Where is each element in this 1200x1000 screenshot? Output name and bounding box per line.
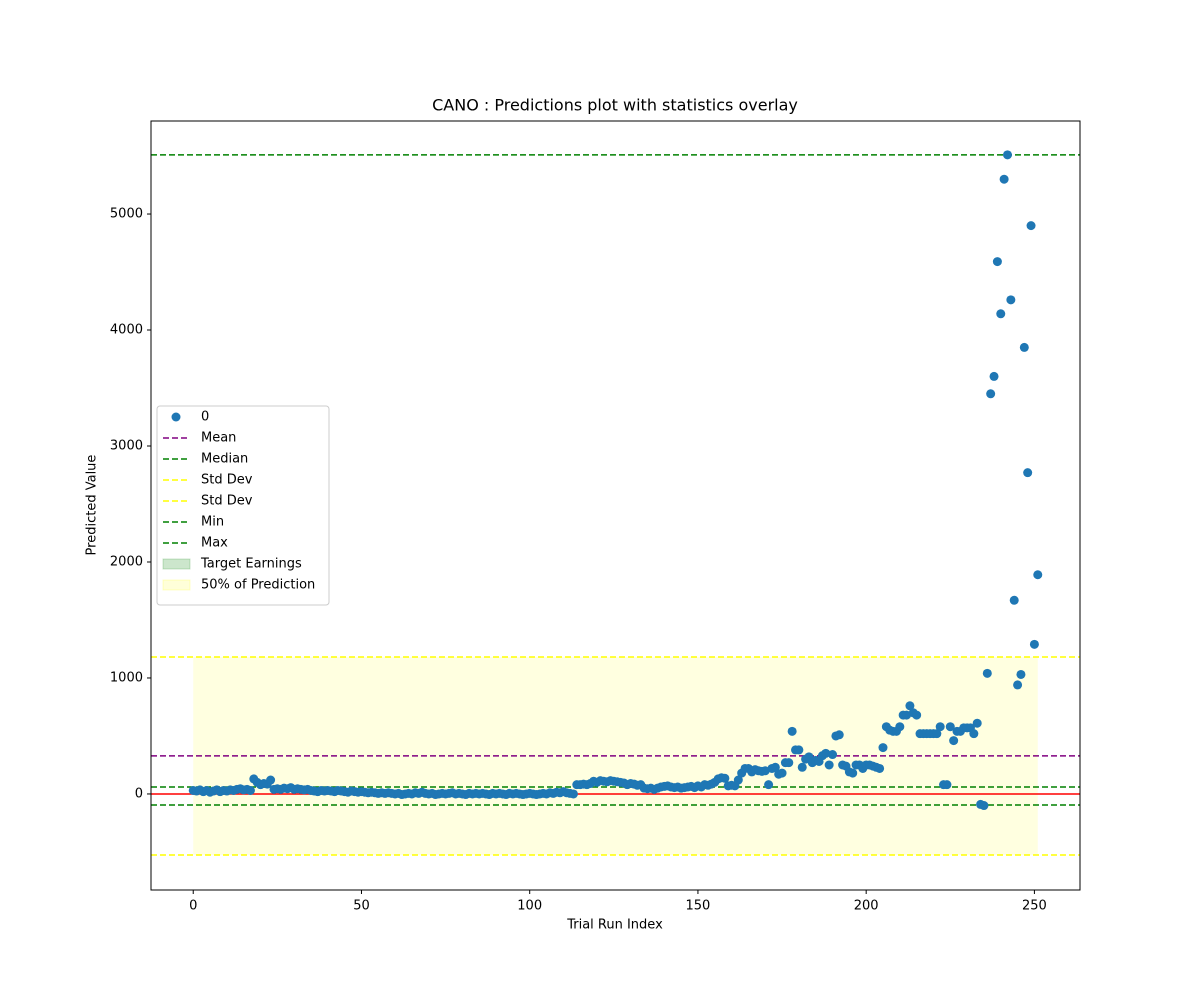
point [972, 718, 982, 728]
point [797, 762, 807, 772]
point [905, 701, 915, 711]
x-tick-label: 0 [189, 899, 197, 914]
point [1029, 639, 1039, 649]
point [878, 743, 888, 753]
point [848, 768, 858, 778]
point [733, 775, 743, 785]
point [1019, 342, 1029, 352]
x-tick-label: 100 [517, 899, 542, 914]
point [824, 760, 834, 770]
legend-label: 50% of Prediction [201, 578, 315, 593]
y-axis-label: Predicted Value [85, 455, 100, 556]
point [969, 729, 979, 739]
y-tick-label: 2000 [110, 554, 143, 569]
x-tick-label: 250 [1022, 899, 1047, 914]
point [794, 745, 804, 755]
legend-label: Target Earnings [200, 557, 302, 572]
point [770, 762, 780, 772]
y-tick-label: 1000 [110, 670, 143, 685]
legend-label: 0 [201, 410, 209, 425]
legend-box [156, 405, 330, 606]
point [245, 785, 255, 795]
point [986, 389, 996, 399]
point [996, 309, 1006, 319]
legend-marker [171, 412, 181, 422]
point [821, 748, 831, 758]
legend-label: Mean [201, 431, 236, 446]
point [945, 722, 955, 732]
point [1006, 295, 1016, 305]
point [787, 726, 797, 736]
point [828, 750, 838, 760]
point [1013, 680, 1023, 690]
y-tick-label: 3000 [110, 438, 143, 453]
legend-label: Max [201, 536, 228, 551]
point [1026, 221, 1036, 231]
legend-label: Std Dev [201, 473, 253, 488]
point [764, 780, 774, 790]
point [935, 722, 945, 732]
point [1002, 150, 1012, 160]
legend-label: Std Dev [201, 494, 253, 509]
point [992, 257, 1002, 267]
x-tick-label: 200 [854, 899, 879, 914]
point [784, 758, 794, 768]
point [1023, 468, 1033, 478]
legend-marker [162, 558, 191, 570]
legend-label: Median [201, 452, 248, 467]
chart-title: CANO : Predictions plot with statistics … [432, 96, 798, 115]
y-tick-label: 5000 [110, 207, 143, 222]
point [1016, 669, 1026, 679]
point [834, 730, 844, 740]
point [989, 371, 999, 381]
legend-label: Min [201, 515, 224, 530]
y-tick-label: 4000 [110, 323, 143, 338]
point [979, 801, 989, 811]
point [942, 780, 952, 790]
y-tick-label: 0 [135, 786, 143, 801]
point [875, 763, 885, 773]
point [982, 668, 992, 678]
legend-marker [162, 579, 191, 591]
point [999, 174, 1009, 184]
point [777, 768, 787, 778]
point [568, 789, 578, 799]
point [266, 775, 276, 785]
x-tick-label: 50 [353, 899, 370, 914]
point [895, 722, 905, 732]
point [1033, 570, 1043, 580]
legend: 0 Mean Median Std Dev Std Dev Min Max Target Ea… [156, 405, 330, 606]
plot-frame [150, 120, 1081, 891]
point [912, 710, 922, 720]
x-tick-label: 150 [686, 899, 711, 914]
point [949, 736, 959, 746]
point [1009, 595, 1019, 605]
point [720, 773, 730, 783]
x-axis-label: Trial Run Index [566, 918, 663, 933]
point [932, 729, 942, 739]
